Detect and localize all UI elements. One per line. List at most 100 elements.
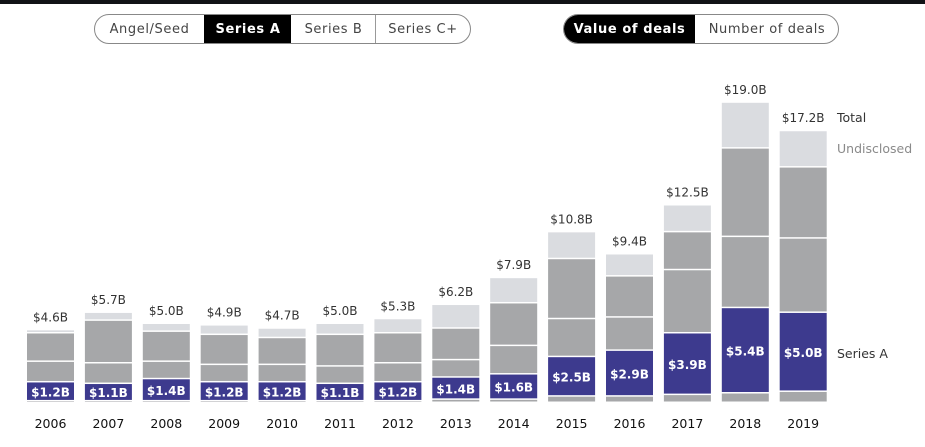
metric-toggle: Value of deals Number of deals (563, 14, 839, 44)
bar-segment-series-c-plus[interactable] (200, 335, 248, 364)
bar-segment-series-c-plus[interactable] (548, 259, 596, 318)
total-value-label: $10.8B (550, 212, 593, 226)
total-value-label: $5.3B (380, 299, 415, 313)
bar-segment-undisclosed[interactable] (490, 278, 538, 302)
total-value-label: $4.9B (207, 306, 242, 320)
stage-option-series-a[interactable]: Series A (204, 15, 291, 43)
bar-segment-series-b[interactable] (316, 366, 364, 383)
bar-segment-undisclosed[interactable] (27, 330, 74, 332)
bar-segment-angel-seed[interactable] (316, 401, 364, 402)
bar-segment-angel-seed[interactable] (142, 401, 190, 402)
bar-segment-series-a[interactable] (142, 379, 190, 400)
bar-segment-series-c-plus[interactable] (490, 303, 538, 345)
stage-option-series-b[interactable]: Series B (291, 15, 375, 43)
bar-segment-series-a[interactable] (606, 350, 653, 396)
bar-segment-series-b[interactable] (200, 365, 248, 381)
bar-segment-series-b[interactable] (779, 238, 827, 312)
series-a-value-label: $1.2B (205, 385, 244, 399)
bar-segment-undisclosed[interactable] (779, 131, 827, 167)
bar-segment-series-b[interactable] (142, 361, 190, 378)
bar-segment-undisclosed[interactable] (258, 328, 306, 337)
bar-segment-series-b[interactable] (27, 361, 74, 381)
bar-segment-undisclosed[interactable] (432, 305, 480, 328)
bar-segment-series-c-plus[interactable] (374, 333, 422, 362)
bar-segment-series-c-plus[interactable] (316, 335, 364, 366)
bar-segment-angel-seed[interactable] (779, 391, 827, 402)
bar-segment-angel-seed[interactable] (27, 401, 74, 402)
bar-segment-series-c-plus[interactable] (606, 276, 653, 317)
bar-segment-angel-seed[interactable] (258, 401, 306, 402)
bar-segment-series-b[interactable] (84, 363, 132, 383)
x-tick-label: 2007 (92, 416, 124, 431)
bar-segment-series-c-plus[interactable] (721, 148, 769, 236)
bar-segment-series-a[interactable] (200, 382, 248, 400)
total-value-label: $17.2B (782, 111, 825, 125)
bar-segment-series-a[interactable] (258, 382, 306, 400)
bar-segment-undisclosed[interactable] (200, 325, 248, 334)
x-tick-label: 2009 (208, 416, 240, 431)
bar-segment-series-c-plus[interactable] (258, 338, 306, 364)
bar-segment-series-b[interactable] (606, 317, 653, 350)
bar-segment-undisclosed[interactable] (374, 319, 422, 332)
bar-segment-series-a[interactable] (374, 382, 422, 400)
bar-segment-undisclosed[interactable] (606, 254, 653, 276)
stage-toggle: Angel/Seed Series A Series B Series C+ (94, 14, 471, 44)
bar-segment-series-c-plus[interactable] (84, 320, 132, 362)
bar-segment-series-a[interactable] (84, 384, 132, 400)
stage-option-series-c-plus[interactable]: Series C+ (375, 15, 470, 43)
series-a-value-label: $3.9B (668, 358, 707, 372)
x-tick-label: 2014 (498, 416, 530, 431)
x-tick-label: 2011 (324, 416, 356, 431)
bars-group (27, 102, 827, 402)
bar-segment-undisclosed[interactable] (84, 312, 132, 320)
bar-segment-series-a[interactable] (548, 357, 596, 396)
stacked-bar-chart: $1.2B $4.6B 2006 $1.1B $5.7B 2007 $1.4B $5.0B 20… (27, 83, 912, 431)
metric-option-value[interactable]: Value of deals (564, 15, 695, 43)
bar-segment-angel-seed[interactable] (84, 401, 132, 402)
bar-segment-undisclosed[interactable] (548, 232, 596, 258)
series-a-value-label: $1.2B (31, 385, 70, 399)
bar-segment-series-b[interactable] (374, 363, 422, 381)
bar-segment-undisclosed[interactable] (721, 102, 769, 148)
bar-segment-series-c-plus[interactable] (432, 328, 480, 359)
bar-segment-series-c-plus[interactable] (27, 333, 74, 361)
bar-segment-angel-seed[interactable] (490, 399, 538, 402)
bar-segment-series-a[interactable] (490, 374, 538, 399)
bar-segment-series-b[interactable] (432, 360, 480, 377)
bar-segment-series-c-plus[interactable] (779, 167, 827, 238)
series-a-value-label: $1.2B (379, 385, 418, 399)
bar-segment-undisclosed[interactable] (663, 205, 711, 231)
bar-segment-series-a[interactable] (721, 308, 769, 393)
total-value-label: $7.9B (496, 258, 531, 272)
series-a-value-label: $1.4B (436, 382, 475, 396)
bar-segment-angel-seed[interactable] (374, 401, 422, 402)
total-value-label: $6.2B (438, 285, 473, 299)
bar-segment-series-b[interactable] (490, 346, 538, 374)
bar-segment-undisclosed[interactable] (316, 324, 364, 334)
x-tick-label: 2010 (266, 416, 298, 431)
bar-segment-angel-seed[interactable] (432, 399, 480, 402)
bar-segment-series-b[interactable] (663, 270, 711, 332)
bar-segment-series-a[interactable] (316, 384, 364, 400)
bar-segment-series-b[interactable] (721, 237, 769, 307)
series-a-value-label: $5.4B (726, 344, 765, 358)
stage-option-angel-seed[interactable]: Angel/Seed (109, 21, 190, 37)
bar-segment-series-b[interactable] (258, 365, 306, 381)
metric-option-number[interactable]: Number of deals (695, 15, 838, 43)
bar-segment-series-c-plus[interactable] (142, 331, 190, 361)
total-value-label: $5.7B (91, 293, 126, 307)
bar-segment-series-a[interactable] (779, 312, 827, 391)
bar-segment-series-a[interactable] (27, 382, 74, 400)
bar-segment-series-b[interactable] (548, 319, 596, 356)
bar-segment-series-a[interactable] (663, 333, 711, 394)
bar-segment-angel-seed[interactable] (200, 401, 248, 402)
labels-group: $1.2B $4.6B 2006 $1.1B $5.7B 2007 $1.4B $5.0B 20… (31, 83, 824, 431)
total-value-label: $5.0B (149, 304, 184, 318)
bar-segment-series-a[interactable] (432, 377, 480, 399)
bar-segment-angel-seed[interactable] (606, 396, 653, 402)
bar-segment-angel-seed[interactable] (548, 396, 596, 402)
bar-segment-undisclosed[interactable] (142, 324, 190, 331)
bar-segment-angel-seed[interactable] (663, 395, 711, 402)
bar-segment-series-c-plus[interactable] (663, 232, 711, 269)
bar-segment-angel-seed[interactable] (721, 393, 769, 402)
